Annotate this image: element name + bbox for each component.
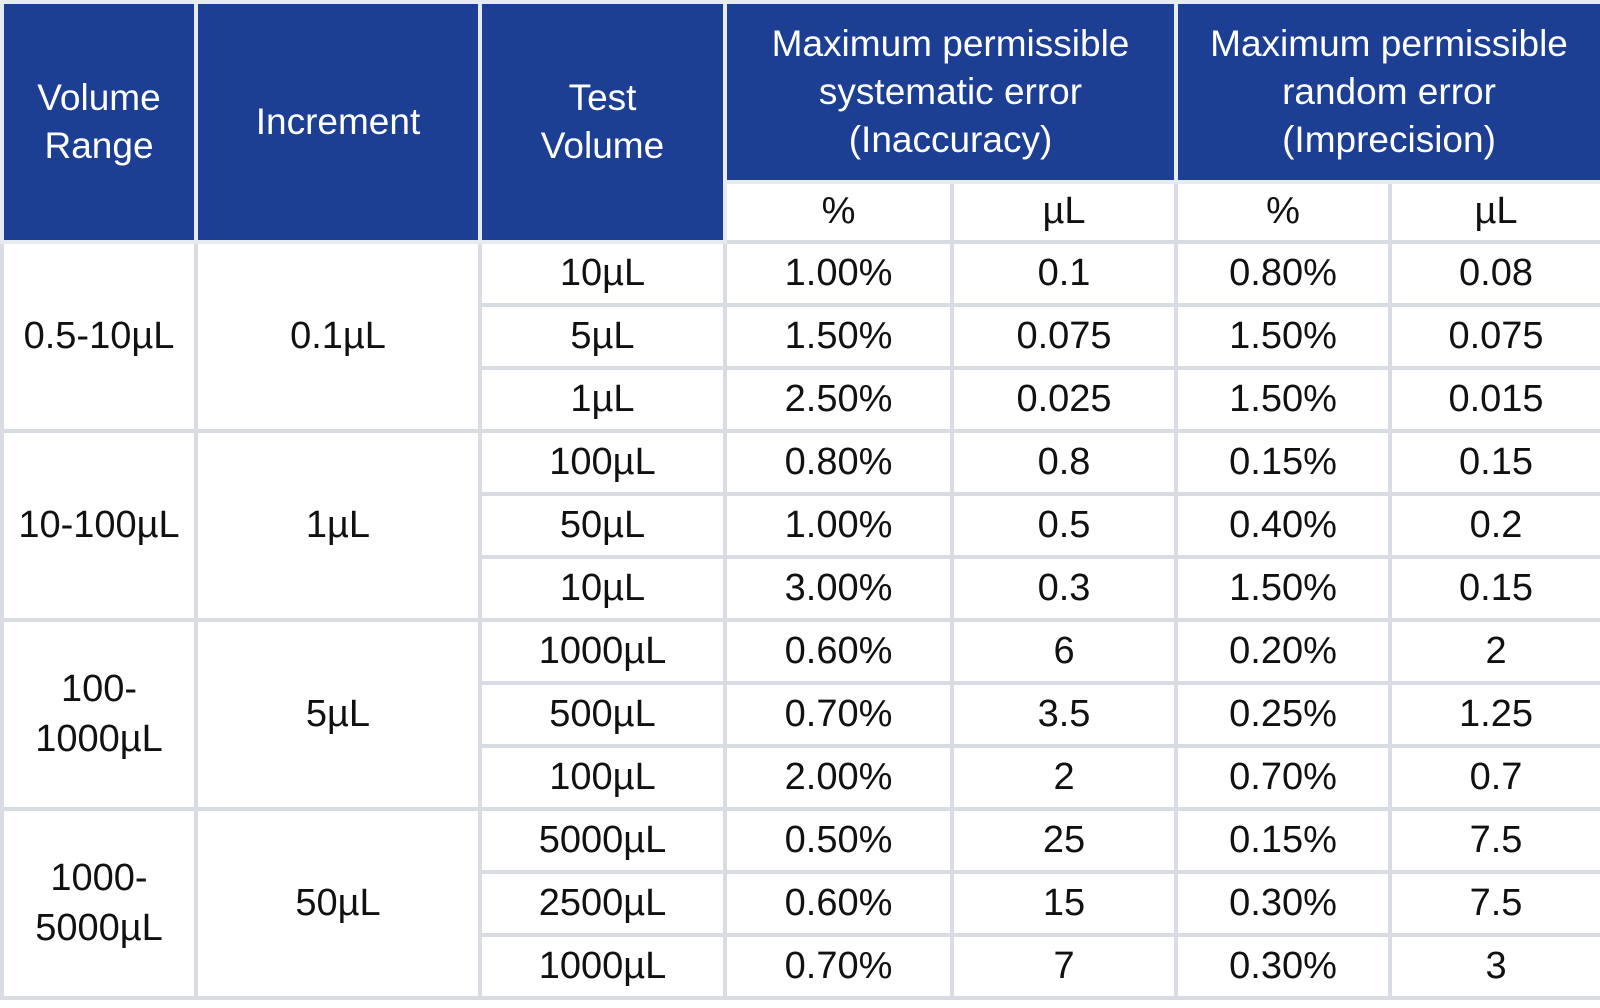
data-row: 0.5-10µL 0.1µL 10µL 1.00% 0.1 0.80% 0.08 [0, 240, 1600, 433]
table-header: Volume Range Increment Test Volume Maxim… [0, 0, 1600, 244]
data-cell: 1.00% [723, 492, 954, 559]
data-cell: 3.00% [723, 555, 954, 622]
data-cell: 0.20% [1174, 618, 1393, 685]
data-cell: 1.50% [723, 303, 954, 370]
data-cell: 0.70% [1174, 744, 1393, 811]
table-body: 0.5-10µL 0.1µL 10µL 1.00% 0.1 0.80% 0.08 5µL 1.5… [0, 240, 1600, 1000]
data-cell: 100µL [478, 429, 727, 496]
data-row: 1000µL 0.70% 7 0.30% 3 [2, 933, 1600, 1000]
data-cell: 0.30% [1174, 933, 1393, 1000]
data-cell: 0.075 [1388, 303, 1600, 370]
data-cell: 1000µL [478, 933, 727, 1000]
data-cell: 2.50% [723, 366, 954, 433]
volume-range-cell: 10-100µL [0, 429, 198, 622]
data-cell: 0.30% [1174, 870, 1393, 937]
data-cell: 0.2 [1388, 492, 1600, 559]
data-cell: 25 [949, 807, 1179, 874]
data-cell: 0.08 [1388, 240, 1600, 307]
data-cell: 0.3 [949, 555, 1179, 622]
data-cell: 0.7 [1388, 744, 1600, 811]
data-cell: 7.5 [1388, 807, 1600, 874]
data-row: 500µL 0.70% 3.5 0.25% 1.25 [2, 681, 1600, 748]
data-cell: 0.70% [723, 933, 954, 1000]
data-cell: 5µL [478, 303, 727, 370]
data-cell: 0.15% [1174, 807, 1393, 874]
increment-cell: 5µL [194, 618, 482, 811]
data-cell: 0.025 [949, 366, 1179, 433]
data-cell: 1µL [478, 366, 727, 433]
data-row: 50µL 1.00% 0.5 0.40% 0.2 [2, 492, 1600, 559]
header-cell: Maximum permissible random error (Imprec… [1174, 0, 1600, 184]
increment-cell: 0.1µL [194, 240, 482, 433]
data-cell: 7.5 [1388, 870, 1600, 937]
subheader-cell: % [723, 180, 954, 244]
data-cell: 1.00% [723, 240, 954, 307]
data-row: 2500µL 0.60% 15 0.30% 7.5 [2, 870, 1600, 937]
data-cell: 7 [949, 933, 1179, 1000]
header-cell: Maximum permissible systematic error (In… [722, 0, 1179, 184]
data-cell: 0.8 [949, 429, 1179, 496]
data-row: 100-1000µL 5µL 1000µL 0.60% 6 0.20% 2 [0, 618, 1600, 811]
data-cell: 2 [1388, 618, 1600, 685]
data-cell: 0.40% [1174, 492, 1393, 559]
data-cell: 1000µL [478, 618, 727, 685]
subheader-cell: µL [949, 180, 1179, 244]
data-cell: 0.80% [723, 429, 954, 496]
data-row: 1µL 2.50% 0.025 1.50% 0.015 [2, 366, 1600, 433]
data-cell: 10µL [478, 240, 727, 307]
volume-range-cell: 1000-5000µL [0, 807, 198, 1000]
data-cell: 2 [949, 744, 1179, 811]
subheader-row: % µL % µL [2, 180, 1600, 244]
data-cell: 3.5 [949, 681, 1179, 748]
data-row: 5µL 1.50% 0.075 1.50% 0.075 [2, 303, 1600, 370]
data-cell: 0.80% [1174, 240, 1393, 307]
data-cell: 50µL [478, 492, 727, 559]
data-cell: 500µL [478, 681, 727, 748]
increment-cell: 50µL [194, 807, 482, 1000]
data-cell: 15 [949, 870, 1179, 937]
data-cell: 0.15 [1388, 429, 1600, 496]
data-cell: 1.50% [1174, 303, 1393, 370]
header-cell: Test Volume [478, 0, 727, 244]
data-cell: 0.1 [949, 240, 1179, 307]
data-cell: 0.50% [723, 807, 954, 874]
header-cell: Volume Range [0, 0, 198, 244]
data-cell: 1.50% [1174, 366, 1393, 433]
data-cell: 2.00% [723, 744, 954, 811]
data-row: 100µL 2.00% 2 0.70% 0.7 [2, 744, 1600, 811]
subheader-cell: µL [1388, 180, 1600, 244]
header-row: Volume Range Increment Test Volume Maxim… [0, 0, 1600, 244]
volume-range-cell: 0.5-10µL [0, 240, 198, 433]
data-cell: 0.15% [1174, 429, 1393, 496]
data-cell: 0.15 [1388, 555, 1600, 622]
volume-range-cell: 100-1000µL [0, 618, 198, 811]
data-cell: 0.5 [949, 492, 1179, 559]
data-cell: 100µL [478, 744, 727, 811]
data-row: 10µL 3.00% 0.3 1.50% 0.15 [2, 555, 1600, 622]
data-row: 1000-5000µL 50µL 5000µL 0.50% 25 0.15% 7.5 [0, 807, 1600, 1000]
data-cell: 3 [1388, 933, 1600, 1000]
data-cell: 0.015 [1388, 366, 1600, 433]
subheader-cell: % [1174, 180, 1393, 244]
data-cell: 0.60% [723, 870, 954, 937]
data-cell: 5000µL [478, 807, 727, 874]
data-cell: 1.50% [1174, 555, 1393, 622]
data-cell: 1.25 [1388, 681, 1600, 748]
header-cell: Increment [194, 0, 482, 244]
data-cell: 10µL [478, 555, 727, 622]
data-cell: 6 [949, 618, 1179, 685]
data-row: 10-100µL 1µL 100µL 0.80% 0.8 0.15% 0.15 [0, 429, 1600, 622]
data-cell: 2500µL [478, 870, 727, 937]
increment-cell: 1µL [194, 429, 482, 622]
data-cell: 0.075 [949, 303, 1179, 370]
data-cell: 0.60% [723, 618, 954, 685]
data-cell: 0.70% [723, 681, 954, 748]
data-cell: 0.25% [1174, 681, 1393, 748]
